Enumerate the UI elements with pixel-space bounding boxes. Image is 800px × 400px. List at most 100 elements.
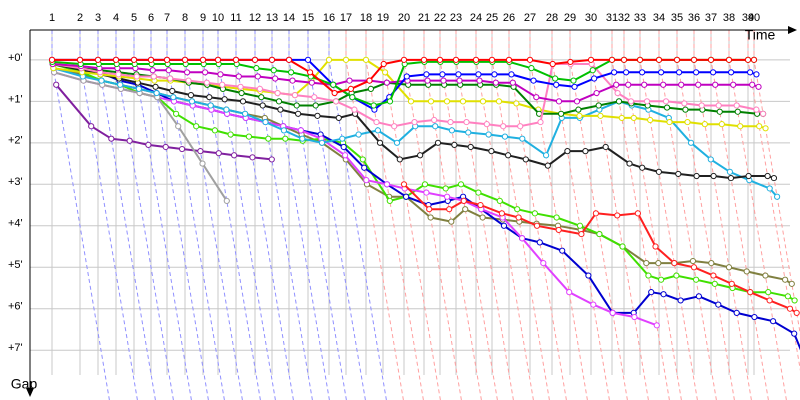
- data-point: [403, 193, 410, 200]
- data-point: [791, 330, 798, 337]
- data-point: [223, 106, 230, 113]
- data-point: [475, 71, 482, 78]
- y-tick-label: +4': [8, 218, 23, 230]
- data-point: [488, 56, 496, 63]
- data-point: [479, 98, 487, 105]
- data-point: [585, 272, 592, 279]
- x-tick-label: 19: [377, 12, 389, 24]
- data-point: [744, 56, 752, 63]
- lap-guide: [133, 30, 192, 400]
- data-point: [537, 118, 544, 126]
- data-point: [476, 77, 483, 84]
- data-point: [596, 230, 603, 238]
- x-tick-label: 9: [200, 12, 206, 24]
- data-point: [297, 127, 304, 134]
- x-tick-label: 36: [688, 12, 700, 24]
- data-point: [238, 89, 245, 97]
- data-point: [558, 110, 565, 117]
- data-point: [288, 69, 295, 76]
- data-point: [770, 318, 777, 325]
- data-point: [564, 148, 571, 155]
- data-point: [98, 77, 105, 84]
- data-point: [566, 289, 573, 296]
- data-point: [658, 276, 665, 283]
- lap-guide: [382, 30, 441, 400]
- data-point: [765, 289, 772, 296]
- data-point: [376, 139, 384, 146]
- data-point: [764, 172, 771, 180]
- data-point: [335, 114, 342, 122]
- x-tick-label: 27: [524, 12, 536, 24]
- data-point: [505, 56, 513, 63]
- data-point: [426, 206, 433, 213]
- data-point: [762, 272, 769, 279]
- data-point: [559, 247, 566, 254]
- data-point: [472, 56, 480, 63]
- data-point: [417, 152, 424, 159]
- data-point: [690, 56, 698, 63]
- data-point: [411, 118, 418, 126]
- data-point: [187, 92, 195, 99]
- data-point: [339, 135, 346, 142]
- data-point: [647, 116, 654, 124]
- data-point: [676, 69, 683, 76]
- data-point: [420, 56, 428, 63]
- data-point: [639, 69, 646, 76]
- data-point: [253, 65, 260, 72]
- data-point: [346, 77, 353, 84]
- data-point: [701, 121, 708, 128]
- data-point: [613, 81, 620, 88]
- data-point: [442, 185, 449, 192]
- x-tick-label: 14: [283, 12, 295, 24]
- data-point: [167, 75, 174, 82]
- data-point: [589, 67, 596, 74]
- data-point: [221, 96, 228, 103]
- data-point: [188, 98, 196, 105]
- data-point: [710, 69, 717, 76]
- x-tick-label: 35: [671, 12, 683, 24]
- data-point: [587, 56, 595, 63]
- data-point: [505, 152, 512, 159]
- data-point: [432, 123, 439, 130]
- data-point: [573, 98, 581, 105]
- data-point: [169, 87, 176, 95]
- data-point: [440, 77, 447, 84]
- x-tick-label: 1: [49, 12, 55, 24]
- data-point: [452, 56, 460, 63]
- data-point: [715, 102, 722, 109]
- data-point: [275, 98, 283, 105]
- data-point: [280, 127, 287, 134]
- data-point: [544, 162, 551, 169]
- series-line: [52, 63, 764, 115]
- y-tick-label: +3': [8, 176, 23, 188]
- data-point: [718, 121, 725, 128]
- data-point: [528, 65, 535, 72]
- data-point: [677, 297, 684, 304]
- data-point: [232, 56, 240, 63]
- data-point: [733, 309, 740, 316]
- data-point: [620, 56, 628, 63]
- data-point: [149, 67, 156, 74]
- data-point: [555, 98, 563, 105]
- data-point: [643, 98, 651, 105]
- data-point: [576, 222, 584, 229]
- data-point: [262, 118, 269, 126]
- data-point: [268, 56, 276, 63]
- data-point: [370, 102, 377, 109]
- data-point: [570, 77, 577, 84]
- data-point: [293, 102, 300, 109]
- data-point: [459, 98, 467, 105]
- data-point: [639, 164, 646, 171]
- y-tick-label: +0': [8, 52, 23, 64]
- data-point: [727, 174, 735, 182]
- data-point: [272, 75, 279, 82]
- lap-guide: [150, 30, 209, 400]
- data-point: [760, 110, 767, 117]
- data-point: [491, 71, 498, 78]
- data-point: [495, 98, 503, 105]
- data-point: [708, 260, 715, 267]
- series: [48, 56, 800, 351]
- data-point: [270, 67, 277, 74]
- data-point: [199, 160, 206, 167]
